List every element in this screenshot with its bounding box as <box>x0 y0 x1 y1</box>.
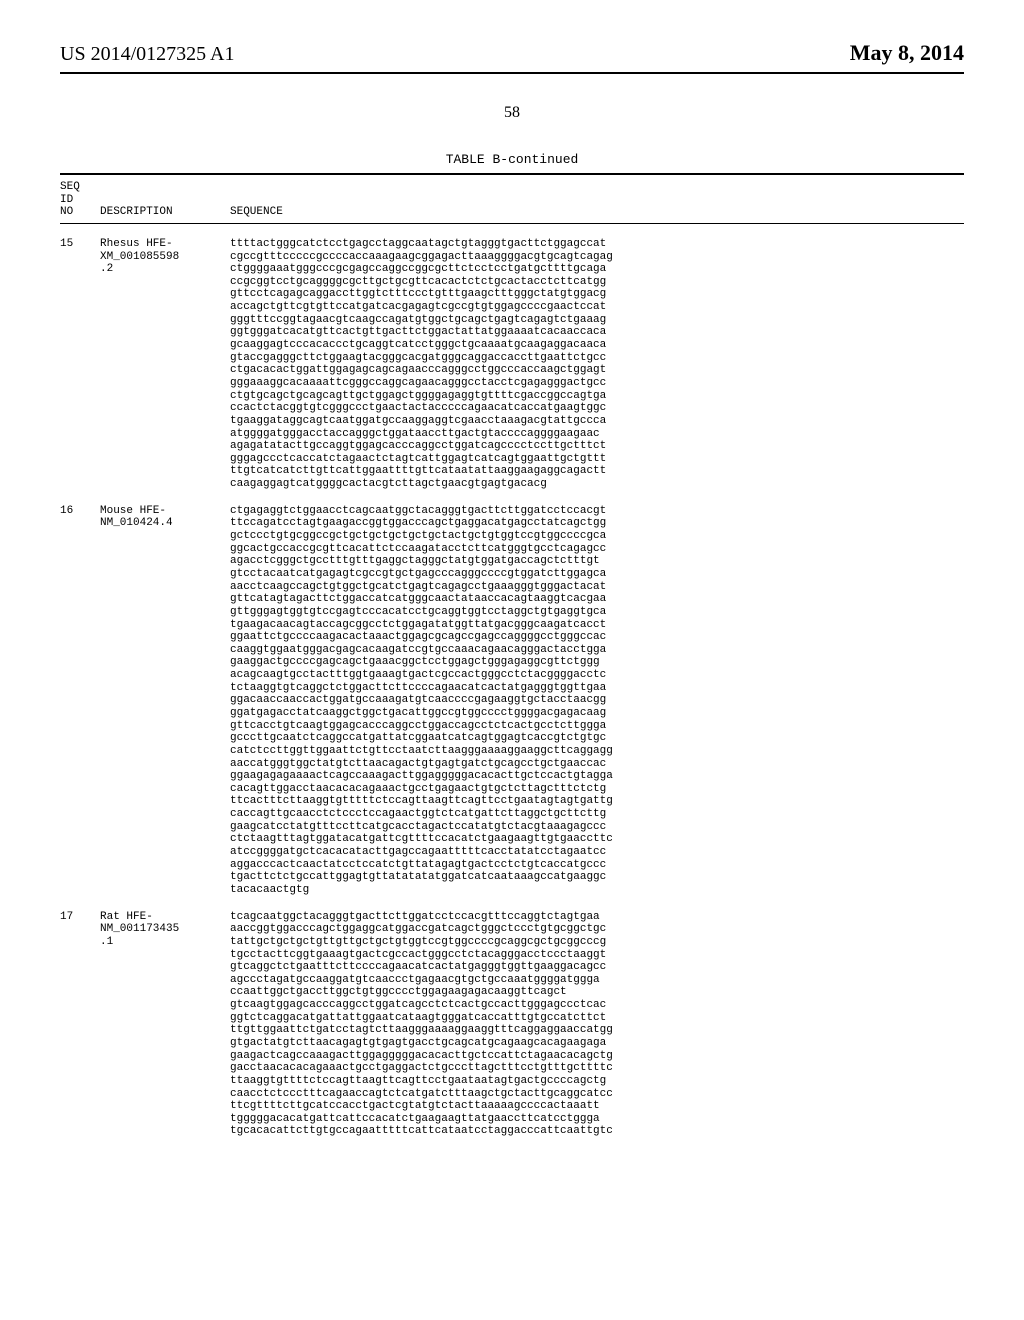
sequence-table: SEQ ID NO DESCRIPTION SEQUENCE 15 Rhesus… <box>60 173 964 1138</box>
header-seq-line2: ID <box>60 194 100 207</box>
sequence-cell: ctgagaggtctggaacctcagcaatggctacagggtgact… <box>230 505 964 897</box>
table-title: TABLE B-continued <box>60 152 964 167</box>
seq-id-cell: 17 <box>60 911 100 1139</box>
description-cell: Mouse HFE- NM_010424.4 <box>100 505 230 897</box>
description-cell: Rat HFE- NM_001173435 .1 <box>100 911 230 1139</box>
header-sequence: SEQUENCE <box>230 206 964 219</box>
description-cell: Rhesus HFE- XM_001085598 .2 <box>100 238 230 491</box>
table-row: 15 Rhesus HFE- XM_001085598 .2 ttttactgg… <box>60 224 964 491</box>
header-description: DESCRIPTION <box>100 206 230 219</box>
publication-number: US 2014/0127325 A1 <box>60 43 234 66</box>
sequence-cell: ttttactgggcatctcctgagcctaggcaatagctgtagg… <box>230 238 964 491</box>
table-header-row: SEQ ID NO DESCRIPTION SEQUENCE <box>60 175 964 224</box>
page-number: 58 <box>60 104 964 122</box>
header-seq-line3: NO <box>60 206 100 219</box>
seq-id-cell: 16 <box>60 505 100 897</box>
table-row: 17 Rat HFE- NM_001173435 .1 tcagcaatggct… <box>60 897 964 1139</box>
page-header: US 2014/0127325 A1 May 8, 2014 <box>60 40 964 74</box>
seq-id-cell: 15 <box>60 238 100 491</box>
header-seq-line1: SEQ <box>60 181 100 194</box>
sequence-cell: tcagcaatggctacagggtgacttcttggatcctccacgt… <box>230 911 964 1139</box>
table-row: 16 Mouse HFE- NM_010424.4 ctgagaggtctgga… <box>60 491 964 897</box>
publication-date: May 8, 2014 <box>850 40 964 66</box>
